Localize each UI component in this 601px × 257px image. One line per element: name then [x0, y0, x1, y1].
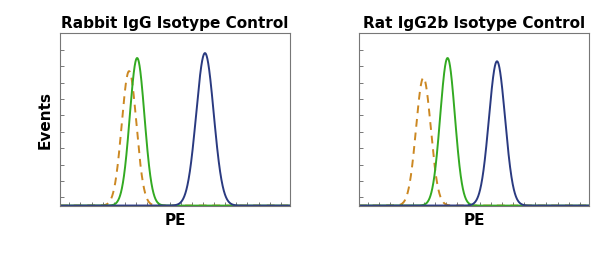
X-axis label: PE: PE — [164, 213, 186, 228]
X-axis label: PE: PE — [463, 213, 485, 228]
Title: Rabbit IgG Isotype Control: Rabbit IgG Isotype Control — [61, 16, 288, 31]
Title: Rat IgG2b Isotype Control: Rat IgG2b Isotype Control — [363, 16, 585, 31]
Y-axis label: Events: Events — [37, 90, 52, 149]
